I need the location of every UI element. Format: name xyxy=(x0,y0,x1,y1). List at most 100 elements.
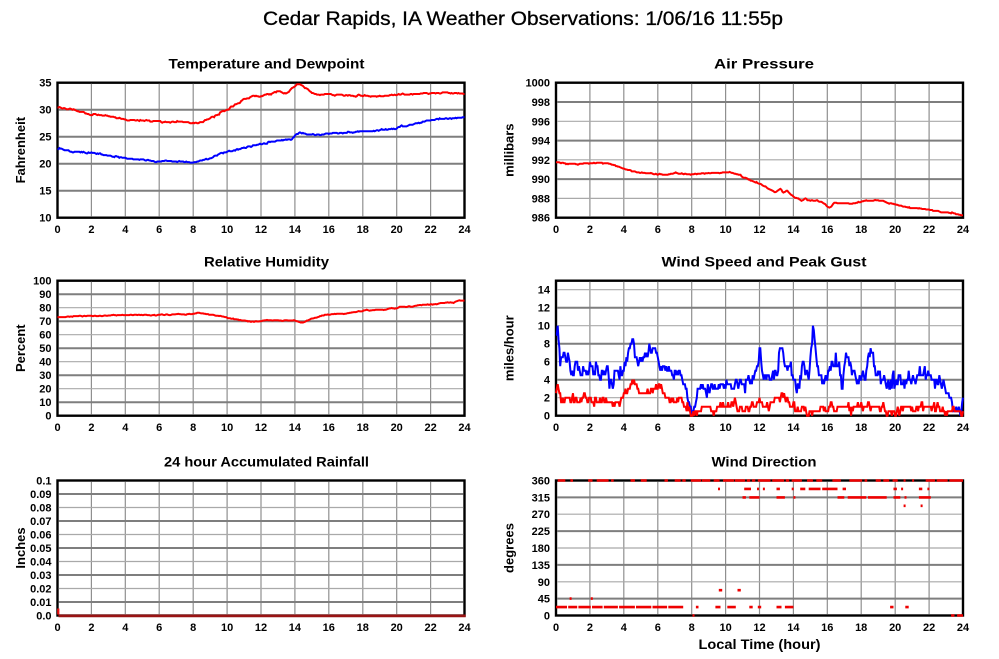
svg-text:986: 986 xyxy=(532,213,550,225)
svg-text:12: 12 xyxy=(255,422,267,434)
svg-text:315: 315 xyxy=(532,492,550,504)
svg-text:0: 0 xyxy=(553,224,559,236)
svg-text:8: 8 xyxy=(689,422,695,434)
svg-text:90: 90 xyxy=(538,577,550,589)
svg-text:0: 0 xyxy=(45,411,51,423)
svg-text:10: 10 xyxy=(221,422,233,434)
svg-text:14: 14 xyxy=(289,622,302,634)
svg-text:14: 14 xyxy=(289,224,302,236)
svg-text:16: 16 xyxy=(821,224,833,236)
svg-text:Inches: Inches xyxy=(13,527,28,568)
svg-text:8: 8 xyxy=(190,622,196,634)
svg-text:8: 8 xyxy=(190,422,196,434)
svg-text:10: 10 xyxy=(39,213,51,225)
svg-text:1000: 1000 xyxy=(526,78,550,90)
svg-text:22: 22 xyxy=(424,224,436,236)
svg-text:15: 15 xyxy=(39,186,51,198)
svg-text:0.06: 0.06 xyxy=(30,530,51,542)
svg-text:20: 20 xyxy=(889,622,901,634)
svg-text:992: 992 xyxy=(532,155,550,167)
svg-text:22: 22 xyxy=(923,622,935,634)
svg-text:12: 12 xyxy=(255,224,267,236)
svg-text:24: 24 xyxy=(957,622,970,634)
svg-text:8: 8 xyxy=(689,224,695,236)
svg-text:0: 0 xyxy=(54,622,60,634)
svg-text:22: 22 xyxy=(923,224,935,236)
svg-text:6: 6 xyxy=(156,622,162,634)
svg-text:16: 16 xyxy=(323,622,335,634)
svg-text:Percent: Percent xyxy=(13,324,28,372)
svg-text:0.03: 0.03 xyxy=(30,570,51,582)
svg-text:Wind Direction: Wind Direction xyxy=(712,454,817,470)
svg-text:4: 4 xyxy=(122,224,129,236)
svg-text:8: 8 xyxy=(190,224,196,236)
svg-text:2: 2 xyxy=(88,422,94,434)
svg-text:12: 12 xyxy=(753,422,765,434)
svg-text:10: 10 xyxy=(719,622,731,634)
svg-text:2: 2 xyxy=(587,224,593,236)
svg-text:18: 18 xyxy=(357,422,369,434)
svg-text:14: 14 xyxy=(289,422,302,434)
svg-text:6: 6 xyxy=(655,422,661,434)
svg-text:6: 6 xyxy=(156,422,162,434)
svg-text:0.05: 0.05 xyxy=(30,543,51,555)
svg-text:0: 0 xyxy=(544,411,550,423)
svg-text:270: 270 xyxy=(532,509,550,521)
svg-text:miles/hour: miles/hour xyxy=(502,315,517,381)
svg-text:225: 225 xyxy=(532,526,550,538)
svg-text:0.08: 0.08 xyxy=(30,503,51,515)
svg-text:24: 24 xyxy=(458,422,471,434)
svg-text:0.07: 0.07 xyxy=(30,516,51,528)
svg-text:16: 16 xyxy=(323,422,335,434)
svg-text:35: 35 xyxy=(39,78,51,90)
svg-text:10: 10 xyxy=(538,321,550,333)
svg-text:996: 996 xyxy=(532,116,550,128)
svg-text:22: 22 xyxy=(923,422,935,434)
svg-text:12: 12 xyxy=(753,224,765,236)
svg-text:6: 6 xyxy=(655,224,661,236)
svg-text:70: 70 xyxy=(39,316,51,328)
svg-text:18: 18 xyxy=(855,422,867,434)
svg-text:24: 24 xyxy=(458,224,471,236)
svg-text:18: 18 xyxy=(855,224,867,236)
svg-text:20: 20 xyxy=(889,224,901,236)
svg-text:14: 14 xyxy=(787,224,800,236)
svg-text:6: 6 xyxy=(156,224,162,236)
svg-text:millibars: millibars xyxy=(502,123,517,176)
svg-text:2: 2 xyxy=(587,422,593,434)
svg-text:14: 14 xyxy=(538,285,551,297)
svg-text:Relative Humidity: Relative Humidity xyxy=(204,254,329,270)
svg-text:24 hour Accumulated Rainfall: 24 hour Accumulated Rainfall xyxy=(164,454,369,470)
svg-text:24: 24 xyxy=(957,422,970,434)
svg-text:0.01: 0.01 xyxy=(30,597,51,609)
svg-text:14: 14 xyxy=(787,422,800,434)
svg-text:10: 10 xyxy=(719,422,731,434)
svg-text:0.0: 0.0 xyxy=(36,611,51,623)
svg-text:8: 8 xyxy=(544,339,550,351)
svg-text:12: 12 xyxy=(255,622,267,634)
svg-text:10: 10 xyxy=(221,622,233,634)
svg-text:0: 0 xyxy=(54,224,60,236)
svg-text:60: 60 xyxy=(39,330,51,342)
svg-text:50: 50 xyxy=(39,343,51,355)
svg-text:10: 10 xyxy=(39,397,51,409)
svg-text:90: 90 xyxy=(39,289,51,301)
svg-text:0: 0 xyxy=(553,422,559,434)
svg-text:10: 10 xyxy=(221,224,233,236)
svg-text:8: 8 xyxy=(689,622,695,634)
svg-text:0: 0 xyxy=(553,622,559,634)
svg-text:994: 994 xyxy=(532,136,551,148)
svg-text:22: 22 xyxy=(424,622,436,634)
svg-text:16: 16 xyxy=(323,224,335,236)
svg-text:10: 10 xyxy=(719,224,731,236)
svg-text:20: 20 xyxy=(39,384,51,396)
svg-text:180: 180 xyxy=(532,543,550,555)
svg-text:0: 0 xyxy=(54,422,60,434)
svg-text:22: 22 xyxy=(424,422,436,434)
svg-text:Local Time (hour): Local Time (hour) xyxy=(699,636,821,652)
svg-text:2: 2 xyxy=(544,393,550,405)
svg-text:12: 12 xyxy=(538,303,550,315)
svg-text:20: 20 xyxy=(391,224,403,236)
svg-text:4: 4 xyxy=(122,422,129,434)
svg-text:16: 16 xyxy=(821,622,833,634)
